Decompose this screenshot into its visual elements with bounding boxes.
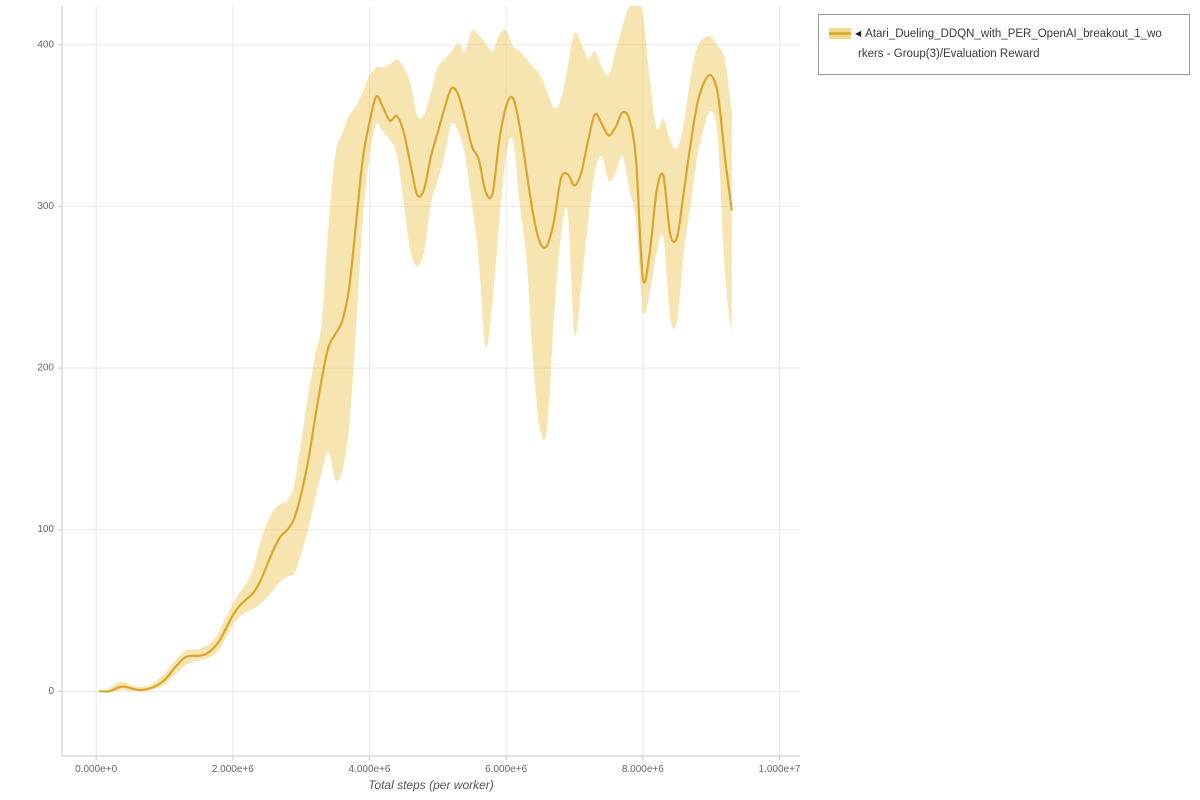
reward-line-chart[interactable]: 0 100 200 300 400 0.000e+0 2.000e+6 4.000e+6 6.0…	[0, 0, 812, 772]
mean-line	[98, 73, 733, 693]
confidence-band	[99, 6, 732, 692]
evaluation-reward-chart: 0 100 200 300 400 0.000e+0 2.000e+6 4.000e+6 6.0…	[0, 0, 812, 792]
x-tick-label: 4.000e+6	[349, 764, 391, 772]
gridlines	[62, 6, 800, 756]
x-tick-label: 8.000e+6	[622, 764, 664, 772]
legend-label-line2: rkers - Group(3)/Evaluation Reward	[858, 48, 1040, 61]
y-tick-label: 100	[37, 524, 54, 535]
legend-series-label: ◀ Atari_Dueling_DDQN_with_PER_OpenAI_brea…	[855, 24, 1162, 64]
legend: ◀ Atari_Dueling_DDQN_with_PER_OpenAI_brea…	[818, 14, 1190, 76]
x-tick-label: 1.000e+7	[759, 764, 801, 772]
legend-label-line1: Atari_Dueling_DDQN_with_PER_OpenAI_break…	[865, 28, 1162, 40]
y-tick-label: 300	[37, 201, 54, 212]
y-tick-label: 0	[48, 686, 54, 697]
y-tick-label: 200	[37, 363, 54, 374]
collapse-arrow-icon[interactable]: ◀	[855, 29, 862, 38]
series-evaluation-reward[interactable]	[98, 1, 733, 693]
x-tick-label: 0.000e+0	[75, 764, 117, 772]
series-swatch-icon	[829, 27, 851, 40]
y-tick-label: 400	[37, 39, 54, 50]
x-tick-label: 6.000e+6	[485, 764, 527, 772]
x-tick-label: 2.000e+6	[212, 764, 254, 772]
legend-item-series[interactable]: ◀ Atari_Dueling_DDQN_with_PER_OpenAI_brea…	[829, 24, 1179, 64]
axes: 0 100 200 300 400 0.000e+0 2.000e+6 4.000e+6 6.0…	[37, 6, 801, 772]
x-axis-title: Total steps (per worker)	[368, 778, 494, 792]
